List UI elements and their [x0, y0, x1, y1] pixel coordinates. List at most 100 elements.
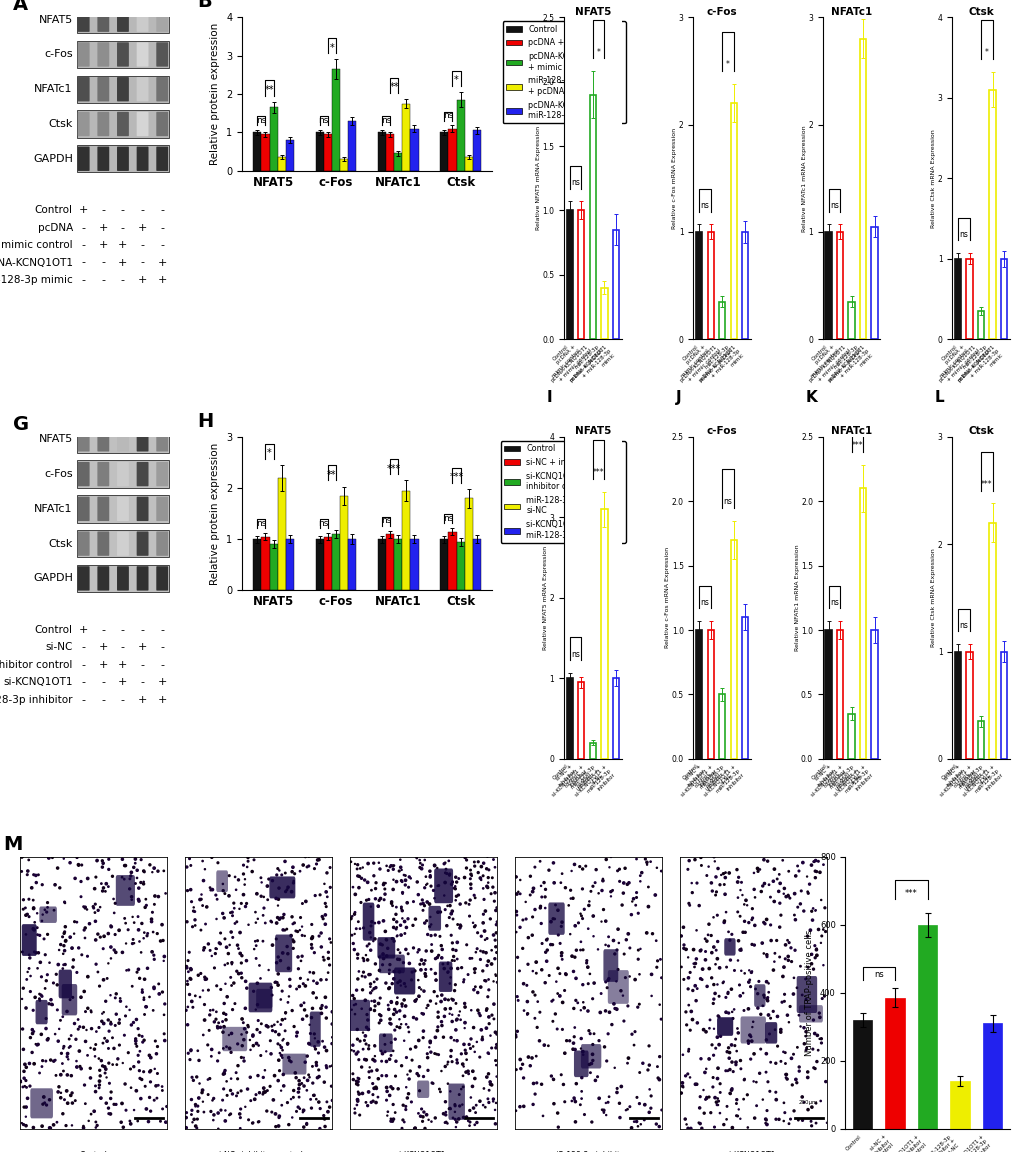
- Text: ns: ns: [700, 202, 708, 211]
- Point: [743, 1032, 759, 1051]
- Point: [350, 1092, 366, 1111]
- Point: [243, 1040, 259, 1059]
- Point: [324, 1002, 340, 1021]
- Point: [291, 1099, 308, 1117]
- Point: [423, 942, 439, 961]
- Point: [277, 882, 293, 901]
- Point: [230, 871, 247, 889]
- Point: [473, 871, 489, 889]
- Point: [408, 1010, 424, 1029]
- Point: [208, 1010, 224, 1029]
- Point: [385, 910, 401, 929]
- Point: [426, 983, 442, 1001]
- Point: [640, 1037, 656, 1055]
- Point: [17, 1071, 34, 1090]
- Point: [41, 849, 57, 867]
- Point: [765, 892, 782, 910]
- Point: [771, 874, 788, 893]
- Point: [533, 915, 549, 933]
- Point: [442, 904, 459, 923]
- Point: [418, 911, 434, 930]
- FancyBboxPatch shape: [116, 876, 135, 905]
- Point: [445, 1031, 462, 1049]
- Bar: [347, 121, 356, 170]
- Text: Control: Control: [35, 626, 72, 635]
- Point: [549, 960, 566, 978]
- Point: [469, 924, 485, 942]
- Point: [46, 901, 62, 919]
- Point: [304, 915, 320, 933]
- Point: [766, 1021, 783, 1039]
- Point: [767, 1083, 784, 1101]
- Point: [606, 1059, 623, 1077]
- Point: [469, 984, 485, 1002]
- Point: [512, 871, 528, 889]
- Point: [282, 1053, 299, 1071]
- Point: [263, 912, 279, 931]
- Point: [137, 970, 153, 988]
- Point: [433, 948, 449, 967]
- Point: [780, 887, 796, 905]
- Point: [458, 894, 474, 912]
- Point: [204, 880, 220, 899]
- Point: [733, 873, 749, 892]
- Point: [397, 1100, 414, 1119]
- Text: NFATc1: NFATc1: [35, 503, 72, 514]
- Point: [84, 1020, 100, 1038]
- Text: ns: ns: [873, 970, 882, 979]
- FancyBboxPatch shape: [117, 77, 128, 101]
- Point: [55, 1062, 71, 1081]
- Point: [239, 1016, 256, 1034]
- Point: [597, 1106, 613, 1124]
- Point: [178, 912, 195, 931]
- Point: [715, 1115, 732, 1134]
- Point: [255, 1068, 271, 1086]
- Point: [362, 941, 378, 960]
- Point: [427, 949, 443, 968]
- Point: [698, 1089, 714, 1107]
- Point: [316, 950, 332, 969]
- Point: [235, 1048, 252, 1067]
- Point: [258, 1016, 274, 1034]
- Point: [615, 873, 632, 892]
- Point: [707, 867, 723, 886]
- Point: [305, 929, 321, 947]
- Point: [452, 1079, 469, 1098]
- Point: [524, 962, 540, 980]
- Point: [138, 998, 154, 1016]
- Point: [443, 902, 460, 920]
- Point: [368, 873, 384, 892]
- Point: [79, 947, 96, 965]
- Point: [271, 1061, 287, 1079]
- Point: [442, 960, 459, 978]
- Point: [472, 1007, 488, 1025]
- Point: [305, 984, 321, 1002]
- Point: [309, 850, 325, 869]
- Point: [393, 995, 410, 1014]
- Point: [702, 873, 718, 892]
- Point: [101, 850, 117, 869]
- Point: [574, 909, 590, 927]
- Point: [457, 1018, 473, 1037]
- Point: [708, 1096, 725, 1114]
- Point: [444, 872, 461, 890]
- Point: [57, 955, 73, 973]
- Point: [272, 909, 288, 927]
- Point: [608, 1000, 625, 1018]
- Point: [522, 867, 538, 886]
- Point: [277, 864, 293, 882]
- Point: [303, 1099, 319, 1117]
- Text: -: -: [160, 241, 164, 250]
- Point: [216, 1063, 232, 1082]
- Point: [429, 948, 445, 967]
- Point: [372, 935, 388, 954]
- Point: [186, 902, 203, 920]
- Point: [709, 1090, 726, 1108]
- Point: [390, 862, 407, 880]
- Point: [556, 1092, 573, 1111]
- Point: [264, 1017, 280, 1036]
- Point: [304, 999, 320, 1017]
- Point: [429, 987, 445, 1006]
- Point: [603, 1015, 620, 1033]
- Point: [749, 999, 765, 1017]
